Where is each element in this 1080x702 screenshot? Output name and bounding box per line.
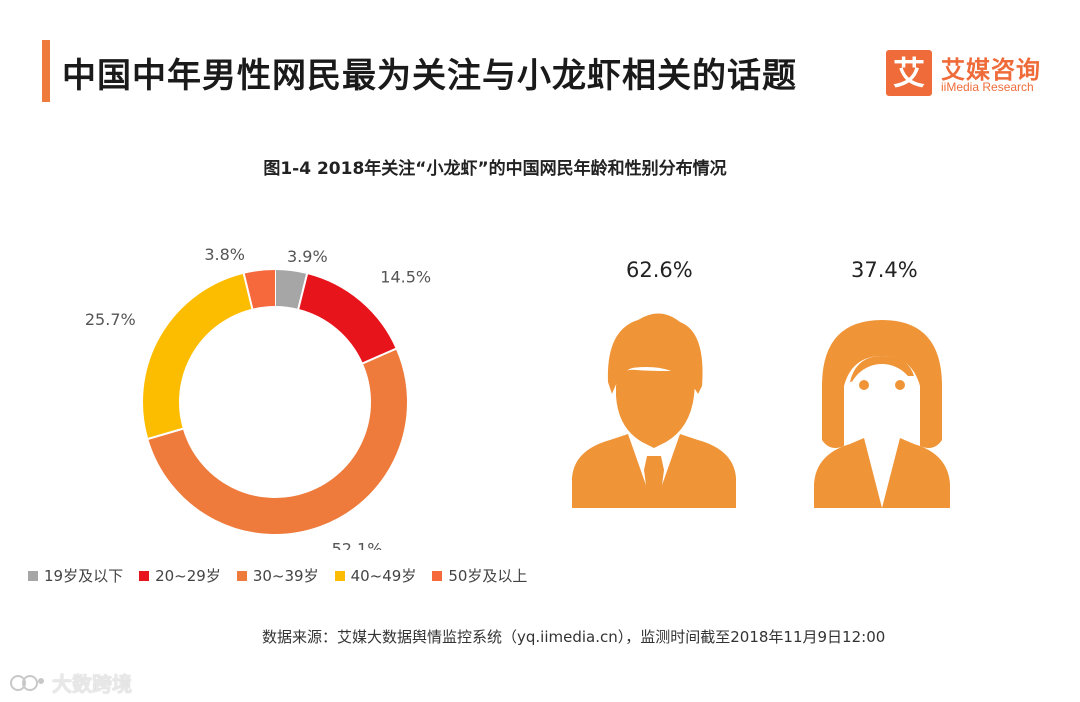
- slice-separator: [361, 347, 398, 365]
- slice-label-1: 3.9%: [287, 247, 328, 266]
- slice-separator: [242, 272, 254, 310]
- logo-glyph: 艾: [892, 54, 925, 92]
- slice-label-2: 14.5%: [380, 267, 431, 286]
- legend-item-4: 40~49岁: [334, 565, 417, 586]
- female-percentage: 37.4%: [851, 258, 918, 282]
- title-accent-bar: [42, 40, 50, 102]
- legend-label: 30~39岁: [252, 567, 319, 585]
- legend-swatch: [432, 570, 443, 581]
- donut-slice-5: [243, 270, 276, 309]
- legend-swatch: [334, 570, 345, 581]
- slice-label-3: 52.1%: [332, 540, 383, 550]
- page-title: 中国中年男性网民最为关注与小龙虾相关的话题: [62, 56, 797, 96]
- legend-label: 50岁及以上: [448, 567, 528, 585]
- logo-mark: [886, 50, 932, 96]
- watermark-text: 大数跨境: [52, 672, 132, 696]
- logo-name-en: iiMedia Research: [941, 80, 1034, 94]
- male-icon: [572, 313, 736, 508]
- data-source-note: 数据来源：艾媒大数据舆情监控系统（yq.iimedia.cn），监测时间截至20…: [262, 628, 886, 646]
- donut-slice-4: [143, 273, 253, 439]
- female-icon: [814, 320, 950, 508]
- legend-item-5: 50岁及以上: [432, 565, 527, 586]
- legend-swatch: [28, 570, 38, 581]
- legend-label: 20~29岁: [155, 567, 221, 585]
- legend-swatch: [236, 570, 247, 581]
- legend-label: 40~49岁: [350, 567, 417, 585]
- slice-label-4: 25.7%: [85, 310, 136, 329]
- donut-slice-3: [148, 348, 407, 534]
- logo-name-cn: 艾媒咨询: [941, 56, 1041, 84]
- legend-label: 19岁及以下: [44, 567, 124, 585]
- donut-slice-1: [274, 270, 308, 309]
- legend-swatch: [139, 570, 150, 581]
- legend-item-3: 30~39岁: [236, 565, 319, 586]
- slice-separator: [147, 427, 185, 441]
- watermark: 大数跨境: [10, 668, 132, 697]
- watermark-logo-icon: [10, 674, 44, 691]
- slice-label-5: 3.8%: [204, 245, 245, 264]
- legend-item-2: 20~29岁: [139, 565, 221, 586]
- legend-item-1: 19岁及以下: [28, 565, 123, 586]
- age-donut-chart: 3.9% 14.5% 52.1% 25.7% 3.8%: [85, 245, 431, 550]
- slice-separator: [297, 272, 309, 311]
- male-percentage: 62.6%: [626, 258, 693, 282]
- age-legend: 19岁及以下 20~29岁 30~39岁 40~49岁 50岁及以上: [28, 565, 527, 586]
- donut-slice-2: [297, 273, 396, 364]
- chart-title: 图1-4 2018年关注“小龙虾”的中国网民年龄和性别分布情况: [263, 159, 727, 179]
- iimedia-logo: 艾 艾媒咨询 iiMedia Research: [886, 48, 1061, 100]
